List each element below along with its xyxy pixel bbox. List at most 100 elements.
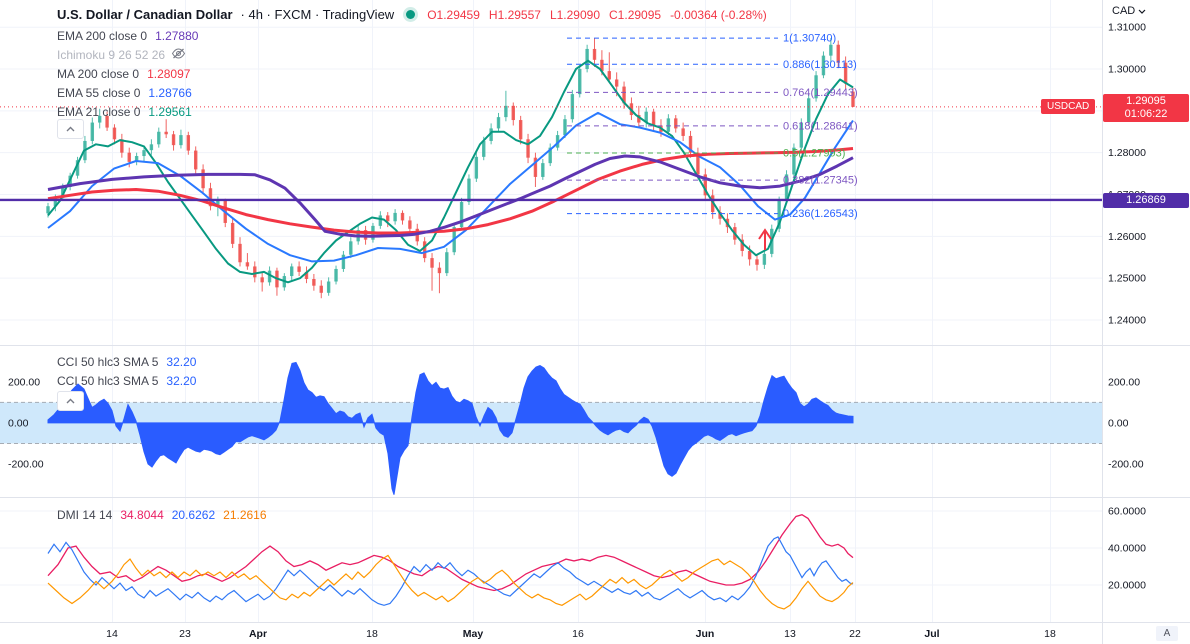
time-tick-label: 13 [784,628,796,640]
chart-header: U.S. Dollar / Canadian Dollar · 4h · FXC… [57,7,767,22]
legend-name: EMA 21 close 0 [57,104,141,119]
eye-off-icon [171,47,186,59]
legend-name: CCI 50 hlc3 SMA 5 [57,373,159,388]
visibility-toggle[interactable] [171,47,186,62]
cci-tick-label: -200.00 [1108,458,1144,470]
time-tick-label: May [463,628,484,640]
chart-meta: · 4h · FXCM · TradingView [240,7,395,22]
legend-name: MA 200 close 0 [57,66,140,81]
collapse-legend-button[interactable] [57,119,84,139]
time-tick-label: 23 [179,628,191,640]
main-legend: EMA 200 close 0 1.27880 Ichimoku 9 26 52 2… [57,26,198,121]
legend-name: CCI 50 hlc3 SMA 5 [57,354,159,369]
market-status-icon[interactable] [406,10,416,19]
legend-item[interactable]: EMA 55 close 0 1.28766 [57,83,198,102]
time-tick-label: 18 [1044,628,1056,640]
legend-name: EMA 55 close 0 [57,85,141,100]
legend-item[interactable]: CCI 50 hlc3 SMA 5 32.20 [57,352,196,371]
fib-level-label: 0.236(1.26543) [783,208,858,220]
overlay-ema-21 [47,59,854,284]
price-line-symbol-label: USDCAD [1041,99,1096,114]
legend-item[interactable]: MA 200 close 0 1.28097 [57,64,198,83]
last-price-value: 1.29095 [1126,95,1166,107]
dmi-series-+DI [47,536,854,606]
overlay-ema-200 [47,154,854,238]
price-tick-label: 1.31000 [1108,22,1146,34]
ohlc-part: C1.29095 [609,7,662,22]
legend-value: 1.27880 [155,28,199,43]
price-tick-label: 1.26000 [1108,231,1146,243]
last-price-badge: 1.29095 01:06:22 [1103,94,1189,122]
legend-value: 1.28097 [147,66,191,81]
cci-left-tick-label: 0.00 [8,417,29,429]
chevron-up-icon [66,126,75,132]
bar-countdown: 01:06:22 [1124,108,1168,120]
dmi-legend: DMI 14 14 34.8044 20.6262 21.2616 [57,505,267,524]
legend-value: 32.20 [166,354,197,369]
symbol-title[interactable]: U.S. Dollar / Canadian Dollar [57,7,233,22]
time-tick-label: 22 [849,628,861,640]
time-tick-label: 14 [106,628,118,640]
cci-tick-label: 0.00 [1108,417,1129,429]
chevron-down-icon [1138,9,1146,14]
fib-level-label: 0.5(1.27993) [783,147,845,159]
time-tick-label: 16 [572,628,584,640]
ohlc-part: -0.00364 (-0.28%) [670,7,767,22]
fib-level-label: 1(1.30740) [783,33,836,45]
collapse-cci-legend-button[interactable] [57,391,84,411]
legend-value: 20.6262 [171,507,216,522]
time-tick-label: Jul [924,628,939,640]
time-tick-label: Apr [249,628,267,640]
fib-level-label: 0.618(1.28641) [783,120,858,132]
legend-item[interactable]: EMA 200 close 0 1.27880 [57,26,198,45]
legend-item[interactable]: Ichimoku 9 26 52 26 [57,45,198,64]
overlay-ma-200 [47,147,854,235]
legend-value: 32.20 [166,373,197,388]
legend-value: 1.28766 [148,85,192,100]
legend-value: 21.2616 [223,507,267,522]
currency-label: CAD [1112,5,1136,17]
legend-item[interactable]: EMA 21 close 0 1.29561 [57,102,198,121]
cci-tick-label: 200.00 [1108,376,1140,388]
ohlc-values: O1.29459 H1.29557 L1.29090 C1.29095 -0.00364… [427,8,767,22]
dmi-tick-label: 40.0000 [1108,542,1146,554]
price-tick-label: 1.24000 [1108,314,1146,326]
time-tick-label: Jun [696,628,715,640]
fib-level-label: 0.382(1.27345) [783,175,858,187]
legend-name: DMI 14 14 [57,507,113,522]
dmi-series-ADX [47,513,854,592]
legend-name: EMA 200 close 0 [57,28,148,43]
price-tick-label: 1.30000 [1108,64,1146,76]
dmi-tick-label: 20.0000 [1108,579,1146,591]
dmi-pane [47,513,854,610]
fib-level-label: 0.886(1.30113) [783,59,857,71]
legend-item[interactable]: DMI 14 14 34.8044 20.6262 21.2616 [57,505,267,524]
cci-left-tick-label: 200.00 [8,376,40,388]
legend-value: 34.8044 [120,507,164,522]
arrow-up-marker[interactable] [758,228,772,250]
legend-item[interactable]: CCI 50 hlc3 SMA 5 32.20 [57,371,196,390]
cci-left-tick-label: -200.00 [8,458,44,470]
price-tick-label: 1.25000 [1108,273,1146,285]
chevron-up-icon [66,398,75,404]
ohlc-part: H1.29557 [488,7,541,22]
axis-settings-button[interactable]: A [1156,626,1178,641]
overlay-ema-55 [47,111,854,263]
cci-legend: CCI 50 hlc3 SMA 5 32.20 CCI 50 hlc3 SMA 5 3… [57,352,196,390]
fib-level-label: 0.764(1.29443) [783,87,858,99]
dmi-tick-label: 60.0000 [1108,505,1146,517]
cci-area-series [47,361,854,495]
cci-pane [0,361,1102,495]
fib-retracement-drawing[interactable]: 1(1.30740) 0.886(1.30113) 0.764(1.29443) 0.… [567,33,858,221]
ohlc-part: L1.29090 [549,7,601,22]
time-tick-label: 18 [366,628,378,640]
legend-value: 1.29561 [148,104,192,119]
currency-dropdown[interactable]: CAD [1112,5,1146,17]
horizontal-line-price-badge: 1.26869 [1103,193,1189,208]
dmi-series--DI [47,554,854,610]
price-tick-label: 1.28000 [1108,147,1146,159]
legend-name: Ichimoku 9 26 52 26 [57,47,166,62]
ohlc-part: O1.29459 [427,7,480,22]
